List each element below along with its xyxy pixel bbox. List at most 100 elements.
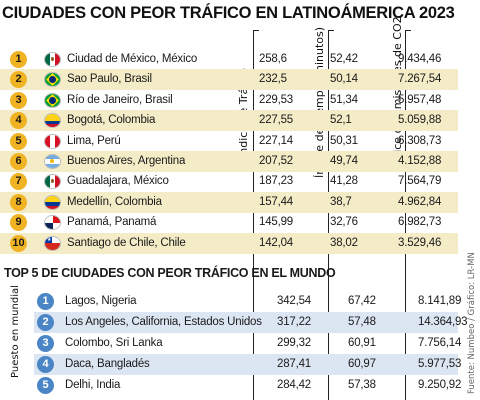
rank-badge: 7 <box>10 173 27 191</box>
column-divider <box>405 30 406 400</box>
column-divider-tick <box>328 30 334 31</box>
time-index: 32,76 <box>330 216 358 229</box>
city-name: Daca, Bangladés <box>65 358 150 370</box>
colombia-flag-icon <box>44 194 61 210</box>
co2-index: 7.756,14 <box>418 337 462 349</box>
rank-badge: 4 <box>10 112 27 130</box>
city-name: Los Angeles, California, Estados Unidos <box>65 316 262 328</box>
city-name: Sao Paulo, Brasil <box>67 73 152 86</box>
panama-flag-icon <box>44 215 61 231</box>
time-index: 50,14 <box>330 73 358 86</box>
city-name: Guadalajara, México <box>67 175 169 188</box>
rank-badge: 1 <box>37 293 54 310</box>
rank-badge: 10 <box>10 234 27 252</box>
chart-title: CIUDADES CON PEOR TRÁFICO EN LATINOÁMERI… <box>2 4 455 22</box>
table-row: 2 Los Angeles, California, Estados Unidos… <box>34 312 468 333</box>
traffic-index: 284,42 <box>277 379 311 391</box>
rank-badge: 5 <box>10 132 27 150</box>
time-index: 38,7 <box>330 195 352 208</box>
time-index: 51,34 <box>330 93 358 106</box>
traffic-index: 207,52 <box>259 155 293 167</box>
rank-badge: 6 <box>10 153 27 170</box>
column-divider-tick <box>253 30 259 31</box>
rank-badge: 1 <box>10 51 27 68</box>
table-row: 9 Panamá, Panamá 145,99 32,76 6.982,73 <box>0 212 458 233</box>
traffic-index: 227,55 <box>259 114 293 127</box>
city-name: Delhi, India <box>65 379 121 391</box>
co2-index: 9.250,92 <box>418 379 462 391</box>
table-row: 3 Colombo, Sri Lanka 299,32 60,91 7.756,14 <box>34 333 462 354</box>
table-row: 5 Lima, Perú 227,14 50,31 6.308,73 <box>0 131 458 152</box>
time-index: 52,1 <box>330 114 352 127</box>
time-index: 41,28 <box>330 175 358 188</box>
traffic-index: 187,23 <box>259 175 293 188</box>
traffic-index: 342,54 <box>277 295 311 307</box>
table-row: 1 Lagos, Nigeria 342,54 67,42 8.141,89 <box>34 291 462 312</box>
rank-badge: 2 <box>37 314 54 331</box>
time-index: 67,42 <box>348 295 376 307</box>
time-index: 50,31 <box>330 134 358 147</box>
rank-badge: 3 <box>10 91 27 109</box>
time-index: 60,97 <box>348 358 376 370</box>
co2-index: 5.977,53 <box>418 358 462 370</box>
table-row: 2 Sao Paulo, Brasil 232,5 50,14 7.267,54 <box>0 69 458 91</box>
co2-index: 6.982,73 <box>398 216 442 229</box>
traffic-index: 157,44 <box>259 195 293 208</box>
rank-badge: 9 <box>10 214 27 232</box>
city-name: Panamá, Panamá <box>67 216 157 229</box>
column-divider <box>328 30 329 400</box>
source-note: Fuente: Numbeo / Gráfico: LR-MN <box>467 252 477 394</box>
city-name: Ciudad de México, México <box>67 53 198 65</box>
co2-index: 7.564,79 <box>398 175 442 188</box>
argentina-flag-icon <box>44 154 61 169</box>
rank-badge: 2 <box>10 71 27 89</box>
column-divider-tick <box>405 30 411 31</box>
table-row: 6 Buenos Aires, Argentina 207,52 49,74 4.152… <box>0 151 458 172</box>
rank-badge: 3 <box>37 335 54 352</box>
city-name: Medellín, Colombia <box>67 195 162 208</box>
peru-flag-icon <box>44 133 61 149</box>
table-row: 3 Río de Janeiro, Brasil 229,53 51,34 5.957,… <box>0 90 458 111</box>
co2-index: 3.529,46 <box>398 236 442 249</box>
table-row: 10 ★ Santiago de Chile, Chile 142,04 38,02 3.… <box>0 232 458 254</box>
traffic-index: 299,32 <box>277 337 311 349</box>
traffic-index: 227,14 <box>259 134 293 147</box>
mexico-flag-icon <box>44 174 61 190</box>
city-name: Buenos Aires, Argentina <box>67 155 186 167</box>
table-row: 8 Medellín, Colombia 157,44 38,7 4.962,84 <box>0 191 458 213</box>
table-row: 1 Ciudad de México, México 258,6 52,42 9.434… <box>0 49 458 70</box>
co2-index: 4.962,84 <box>398 195 442 208</box>
co2-index: 4.152,88 <box>398 155 442 167</box>
table-row: 5 Delhi, India 284,42 57,38 9.250,92 <box>34 375 462 396</box>
traffic-index: 229,53 <box>259 93 293 106</box>
co2-index: 9.434,46 <box>398 53 442 65</box>
co2-index: 5.957,48 <box>398 93 442 106</box>
time-index: 57,38 <box>348 379 376 391</box>
chile-flag-icon: ★ <box>44 235 61 251</box>
world-rank-label: Puesto en mundial <box>10 285 21 378</box>
time-index: 60,91 <box>348 337 376 349</box>
time-index: 38,02 <box>330 236 358 249</box>
world-table-title: TOP 5 DE CIUDADES CON PEOR TRÁFICO EN EL… <box>4 266 336 280</box>
brazil-flag-icon <box>44 92 61 108</box>
co2-index: 14.364,93 <box>418 316 468 328</box>
table-row: 4 Daca, Bangladés 287,41 60,97 5.977,53 <box>34 354 462 375</box>
traffic-index: 258,6 <box>259 53 287 65</box>
traffic-index: 317,22 <box>277 316 311 328</box>
time-index: 49,74 <box>330 155 358 167</box>
traffic-index: 232,5 <box>259 73 287 86</box>
table-row: 4 Bogotá, Colombia 227,55 52,1 5.059,88 <box>0 110 458 132</box>
rank-badge: 4 <box>37 356 54 373</box>
traffic-index: 145,99 <box>259 216 293 229</box>
city-name: Lima, Perú <box>67 134 121 147</box>
city-name: Santiago de Chile, Chile <box>67 236 186 249</box>
city-name: Lagos, Nigeria <box>65 295 137 307</box>
colombia-flag-icon <box>44 113 61 129</box>
co2-index: 8.141,89 <box>418 295 462 307</box>
traffic-index: 142,04 <box>259 236 293 249</box>
city-name: Colombo, Sri Lanka <box>65 337 163 349</box>
mexico-flag-icon <box>44 52 61 67</box>
brazil-flag-icon <box>44 72 61 88</box>
co2-index: 6.308,73 <box>398 134 442 147</box>
column-divider <box>253 30 254 400</box>
